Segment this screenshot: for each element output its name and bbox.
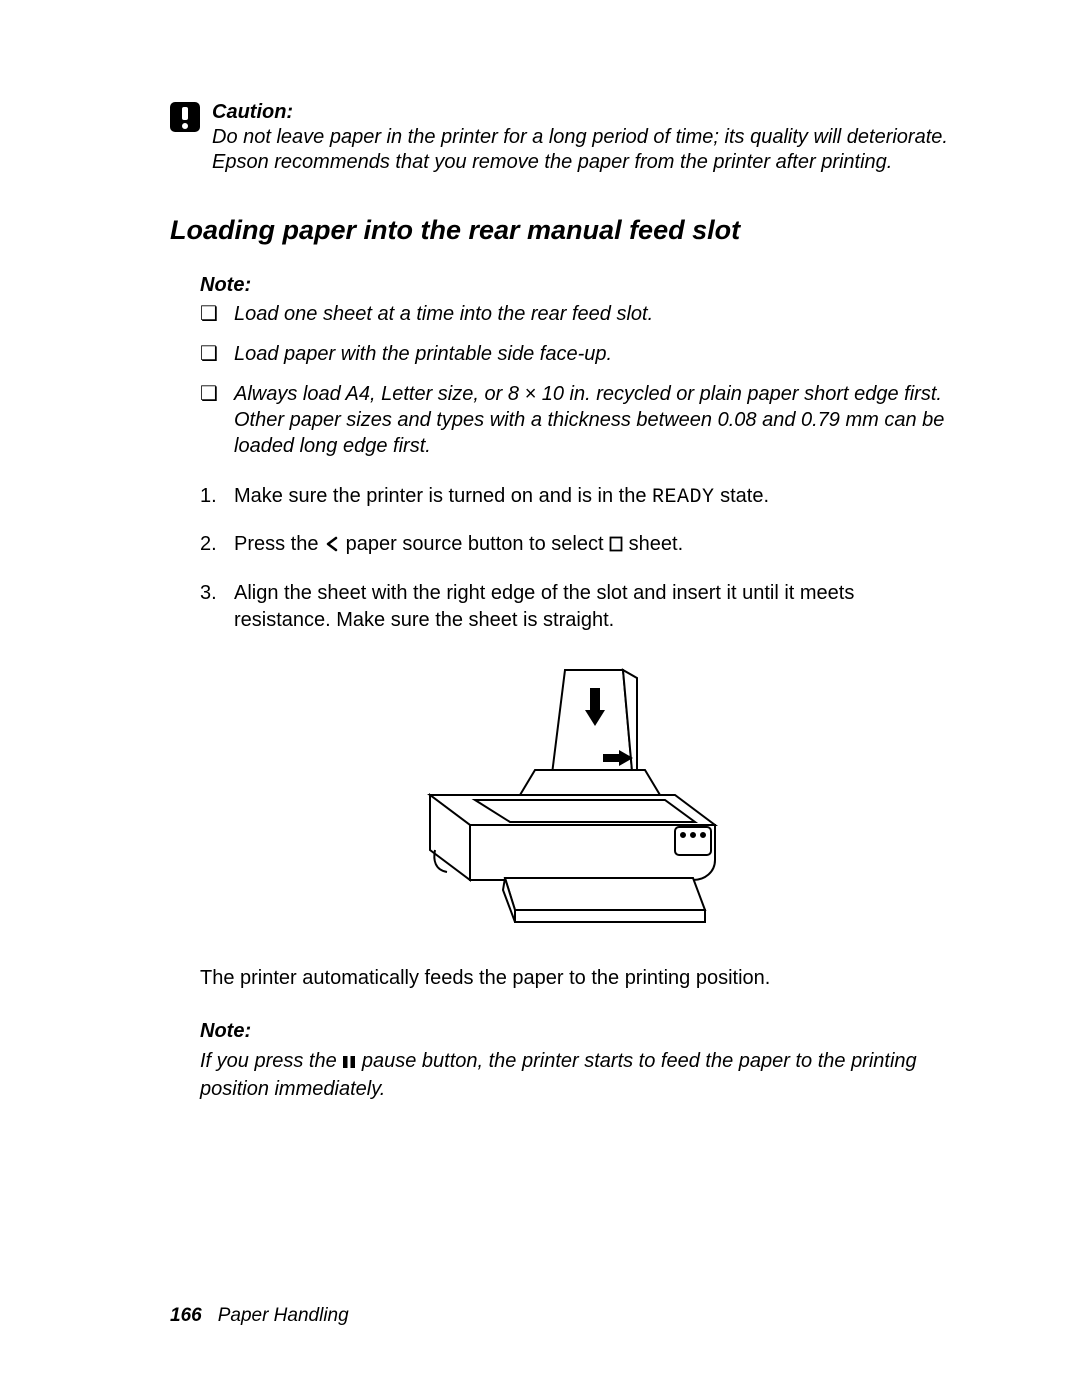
note-block-1: Note: Load one sheet at a time into the …: [200, 274, 950, 459]
step-list: Make sure the printer is turned on and i…: [200, 483, 950, 634]
step-2: Press the paper source button to select …: [200, 531, 950, 560]
sheet-icon: [609, 533, 623, 560]
pause-icon: [342, 1050, 356, 1076]
paper-source-icon: [324, 533, 340, 560]
printer-illustration: [170, 660, 950, 945]
note1-item: Load paper with the printable side face-…: [200, 341, 950, 367]
step-1: Make sure the printer is turned on and i…: [200, 483, 950, 511]
caution-block: Caution: Do not leave paper in the print…: [170, 100, 950, 175]
auto-feed-paragraph: The printer automatically feeds the pape…: [200, 965, 950, 992]
note-block-2: Note: If you press the pause button, the…: [200, 1018, 950, 1102]
caution-icon: [170, 102, 200, 137]
note1-item: Load one sheet at a time into the rear f…: [200, 301, 950, 327]
note-label-2: Note:: [200, 1018, 950, 1044]
step-3: Align the sheet with the right edge of t…: [200, 580, 950, 634]
caution-text: Caution: Do not leave paper in the print…: [212, 100, 950, 175]
note1-item: Always load A4, Letter size, or 8 × 10 i…: [200, 381, 950, 459]
caution-body: Do not leave paper in the printer for a …: [212, 126, 948, 173]
section-heading: Loading paper into the rear manual feed …: [170, 215, 950, 246]
caution-label: Caution:: [212, 101, 293, 123]
lcd-ready: READY: [652, 486, 715, 509]
page: Caution: Do not leave paper in the print…: [0, 0, 1080, 1397]
page-number: 166: [170, 1305, 202, 1326]
note-label-1: Note:: [200, 274, 950, 297]
page-footer: 166 Paper Handling: [170, 1305, 349, 1327]
chapter-name: Paper Handling: [218, 1305, 349, 1326]
